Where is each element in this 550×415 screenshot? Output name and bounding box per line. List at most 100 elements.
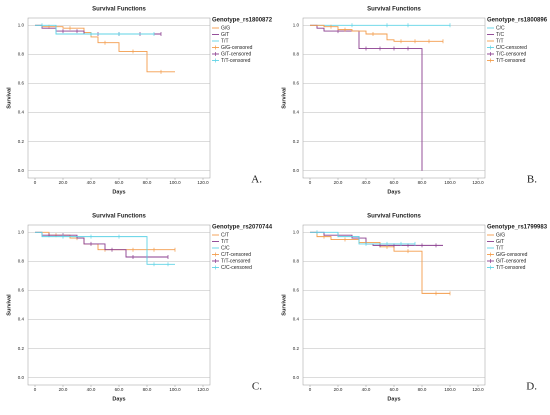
legend-label: G/T (221, 32, 229, 38)
chart-title: Survival Functions (92, 7, 146, 13)
plot-frame (27, 224, 211, 386)
y-tick-label: 0.2 (293, 139, 300, 144)
y-tick-label: 1.0 (293, 22, 300, 27)
y-tick-label: 0.8 (293, 259, 300, 264)
x-tick-label: 20.0 (59, 387, 68, 392)
y-tick-label: 0.0 (18, 375, 25, 380)
plot-frame (302, 17, 486, 179)
survival-line (310, 231, 450, 294)
y-tick-label: 0.0 (18, 168, 25, 173)
legend-label: T/T (221, 38, 229, 44)
survival-line (35, 231, 175, 265)
x-tick-label: 120.0 (197, 387, 209, 392)
y-tick-label: 0.0 (293, 375, 300, 380)
x-tick-label: 120.0 (197, 180, 209, 185)
y-tick-label: 0.6 (18, 288, 25, 293)
x-tick-label: 60.0 (115, 180, 124, 185)
legend-label: G/G-censored (496, 252, 528, 258)
legend-label: T/T-censored (496, 265, 526, 271)
x-tick-label: 80.0 (143, 387, 152, 392)
legend-label: T/C-censored (496, 51, 527, 57)
x-axis-label: Days (112, 396, 125, 402)
x-tick-label: 20.0 (334, 180, 343, 185)
x-tick-label: 0 (34, 180, 37, 185)
x-tick-label: 0 (34, 387, 37, 392)
y-axis-label: Survival (6, 294, 12, 316)
x-tick-label: 40.0 (87, 180, 96, 185)
y-axis-label: Survival (281, 87, 287, 109)
legend-label: G/T-censored (221, 51, 252, 57)
legend-label: G/T-censored (496, 258, 527, 264)
legend-title: Genotype_rs1800872 (212, 18, 273, 24)
legend-label: T/T-censored (496, 58, 526, 64)
y-tick-label: 0.2 (18, 346, 25, 351)
y-tick-label: 1.0 (18, 229, 25, 234)
legend-label: T/T (221, 239, 229, 245)
survival-line (310, 231, 415, 245)
chart-title: Survival Functions (92, 214, 146, 220)
y-axis-label: Survival (6, 87, 12, 109)
survival-line (35, 231, 168, 258)
legend-label: G/G (496, 232, 505, 238)
survival-line (310, 24, 423, 171)
survival-line (35, 24, 154, 35)
panel-label: B. (527, 174, 537, 186)
y-tick-label: 0.8 (18, 259, 25, 264)
chart-title: Survival Functions (367, 7, 421, 13)
x-tick-label: 100.0 (169, 387, 181, 392)
y-tick-label: 0.4 (293, 317, 300, 322)
y-tick-label: 1.0 (18, 22, 25, 27)
y-tick-label: 0.6 (18, 81, 25, 86)
legend-label: C/C-censored (221, 265, 252, 271)
legend-label: C/C (496, 25, 505, 31)
legend-label: T/T (496, 38, 504, 44)
panel-label: A. (251, 174, 262, 186)
x-tick-label: 60.0 (115, 387, 124, 392)
x-tick-label: 80.0 (418, 387, 427, 392)
y-tick-label: 0.2 (293, 346, 300, 351)
legend-label: C/C (221, 245, 230, 251)
legend-title: Genotype_rs1800896 (487, 18, 548, 24)
panel-label: D. (526, 381, 537, 393)
y-tick-label: 0.2 (18, 139, 25, 144)
y-tick-label: 0.8 (293, 52, 300, 57)
y-tick-label: 0.6 (293, 288, 300, 293)
legend-label: C/T (221, 232, 229, 238)
x-tick-label: 60.0 (390, 180, 399, 185)
x-tick-label: 40.0 (87, 387, 96, 392)
legend-label: T/C (496, 32, 504, 38)
legend-label: C/T-censored (221, 252, 251, 258)
x-tick-label: 100.0 (444, 387, 456, 392)
y-tick-label: 0.4 (18, 110, 25, 115)
y-tick-label: 0.4 (293, 110, 300, 115)
x-axis-label: Days (387, 396, 400, 402)
x-tick-label: 20.0 (59, 180, 68, 185)
survival-line (310, 231, 443, 246)
legend-title: Genotype_rs1799983 (487, 225, 548, 231)
survival-line (310, 24, 443, 42)
legend-label: T/T-censored (221, 258, 251, 264)
y-axis-label: Survival (281, 294, 287, 316)
legend-label: G/T (496, 239, 504, 245)
x-tick-label: 0 (309, 387, 312, 392)
x-tick-label: 100.0 (444, 180, 456, 185)
y-tick-label: 0.4 (18, 317, 25, 322)
x-tick-label: 80.0 (143, 180, 152, 185)
y-tick-label: 0.0 (293, 168, 300, 173)
x-tick-label: 100.0 (169, 180, 181, 185)
x-tick-label: 40.0 (362, 387, 371, 392)
plot-frame (27, 17, 211, 179)
x-tick-label: 80.0 (418, 180, 427, 185)
legend-title: Genotype_rs2070744 (212, 225, 273, 231)
legend-label: C/C-censored (496, 45, 527, 51)
panel-label: C. (252, 381, 262, 393)
legend-label: T/T-censored (221, 58, 251, 64)
x-tick-label: 20.0 (334, 387, 343, 392)
x-tick-label: 0 (309, 180, 312, 185)
y-tick-label: 1.0 (293, 229, 300, 234)
legend-label: G/G (221, 25, 230, 31)
y-tick-label: 0.6 (293, 81, 300, 86)
y-tick-label: 0.8 (18, 52, 25, 57)
x-tick-label: 120.0 (472, 180, 484, 185)
